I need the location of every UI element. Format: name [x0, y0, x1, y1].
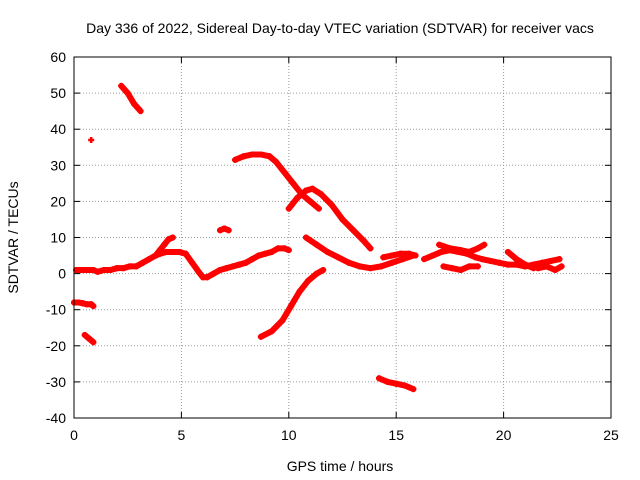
data-points [71, 82, 565, 393]
trace-segment [281, 245, 292, 254]
trace-segment [221, 225, 232, 234]
trace-segment [474, 241, 488, 252]
y-tick-label: -10 [46, 302, 66, 318]
axis-ticks: 0 5 10 15 20 25 -40 -30 -20 -10 0 10 20 30 40 50 60 [46, 49, 619, 443]
trace-segment [552, 263, 565, 273]
trace-segment [547, 256, 563, 264]
y-tick-label: 60 [50, 49, 66, 65]
series-late-mid [504, 248, 537, 272]
x-tick-label: 25 [603, 427, 619, 443]
y-axis-label: SDTVAR / TECUs [5, 181, 21, 293]
y-tick-label: 20 [50, 193, 66, 209]
series-arc-33 [232, 151, 322, 212]
y-tick-label: -20 [46, 338, 66, 354]
y-tick-label: 40 [50, 121, 66, 137]
series-late-upper [436, 241, 488, 255]
trace-segment [86, 335, 97, 346]
series-desc-50 [118, 82, 144, 115]
series-peak-23 [285, 185, 374, 252]
x-tick-label: 10 [281, 427, 297, 443]
x-tick-label: 15 [388, 427, 404, 443]
trace-segment [406, 250, 419, 259]
series-rise-neg [257, 266, 327, 340]
series-band-mid [302, 234, 417, 272]
x-tick-label: 5 [178, 427, 186, 443]
trace-segment [522, 261, 537, 272]
series-base-early [73, 245, 292, 281]
trace-segment [313, 266, 327, 277]
y-tick-label: -30 [46, 374, 66, 390]
trace-segment [131, 100, 144, 115]
data-point [88, 137, 95, 144]
series-neg-18 [81, 331, 97, 346]
y-tick-label: 30 [50, 157, 66, 173]
x-axis-label: GPS time / hours [287, 458, 394, 474]
grid [74, 57, 611, 418]
trace-segment [401, 382, 417, 393]
series-late-lower [440, 263, 481, 273]
series-cluster-12 [217, 225, 232, 234]
y-tick-label: 50 [50, 85, 66, 101]
trace-segment [307, 198, 322, 212]
series-late-end [534, 263, 565, 273]
series-hump-4h [152, 234, 176, 259]
series-neg-30 [376, 375, 417, 393]
series-band-15 [380, 250, 419, 261]
x-tick-label: 20 [496, 427, 512, 443]
plot-frame [73, 56, 612, 419]
series-pt-37 [88, 137, 95, 144]
y-tick-label: 10 [50, 230, 66, 246]
x-tick-label: 0 [70, 427, 78, 443]
y-tick-label: -40 [46, 410, 66, 426]
trace-segment [165, 234, 176, 243]
y-tick-label: 0 [58, 266, 66, 282]
trace-segment [88, 301, 97, 310]
chart-title: Day 336 of 2022, Sidereal Day-to-day VTE… [86, 20, 594, 36]
trace-segment [360, 238, 374, 252]
series-neg-8 [71, 299, 97, 310]
